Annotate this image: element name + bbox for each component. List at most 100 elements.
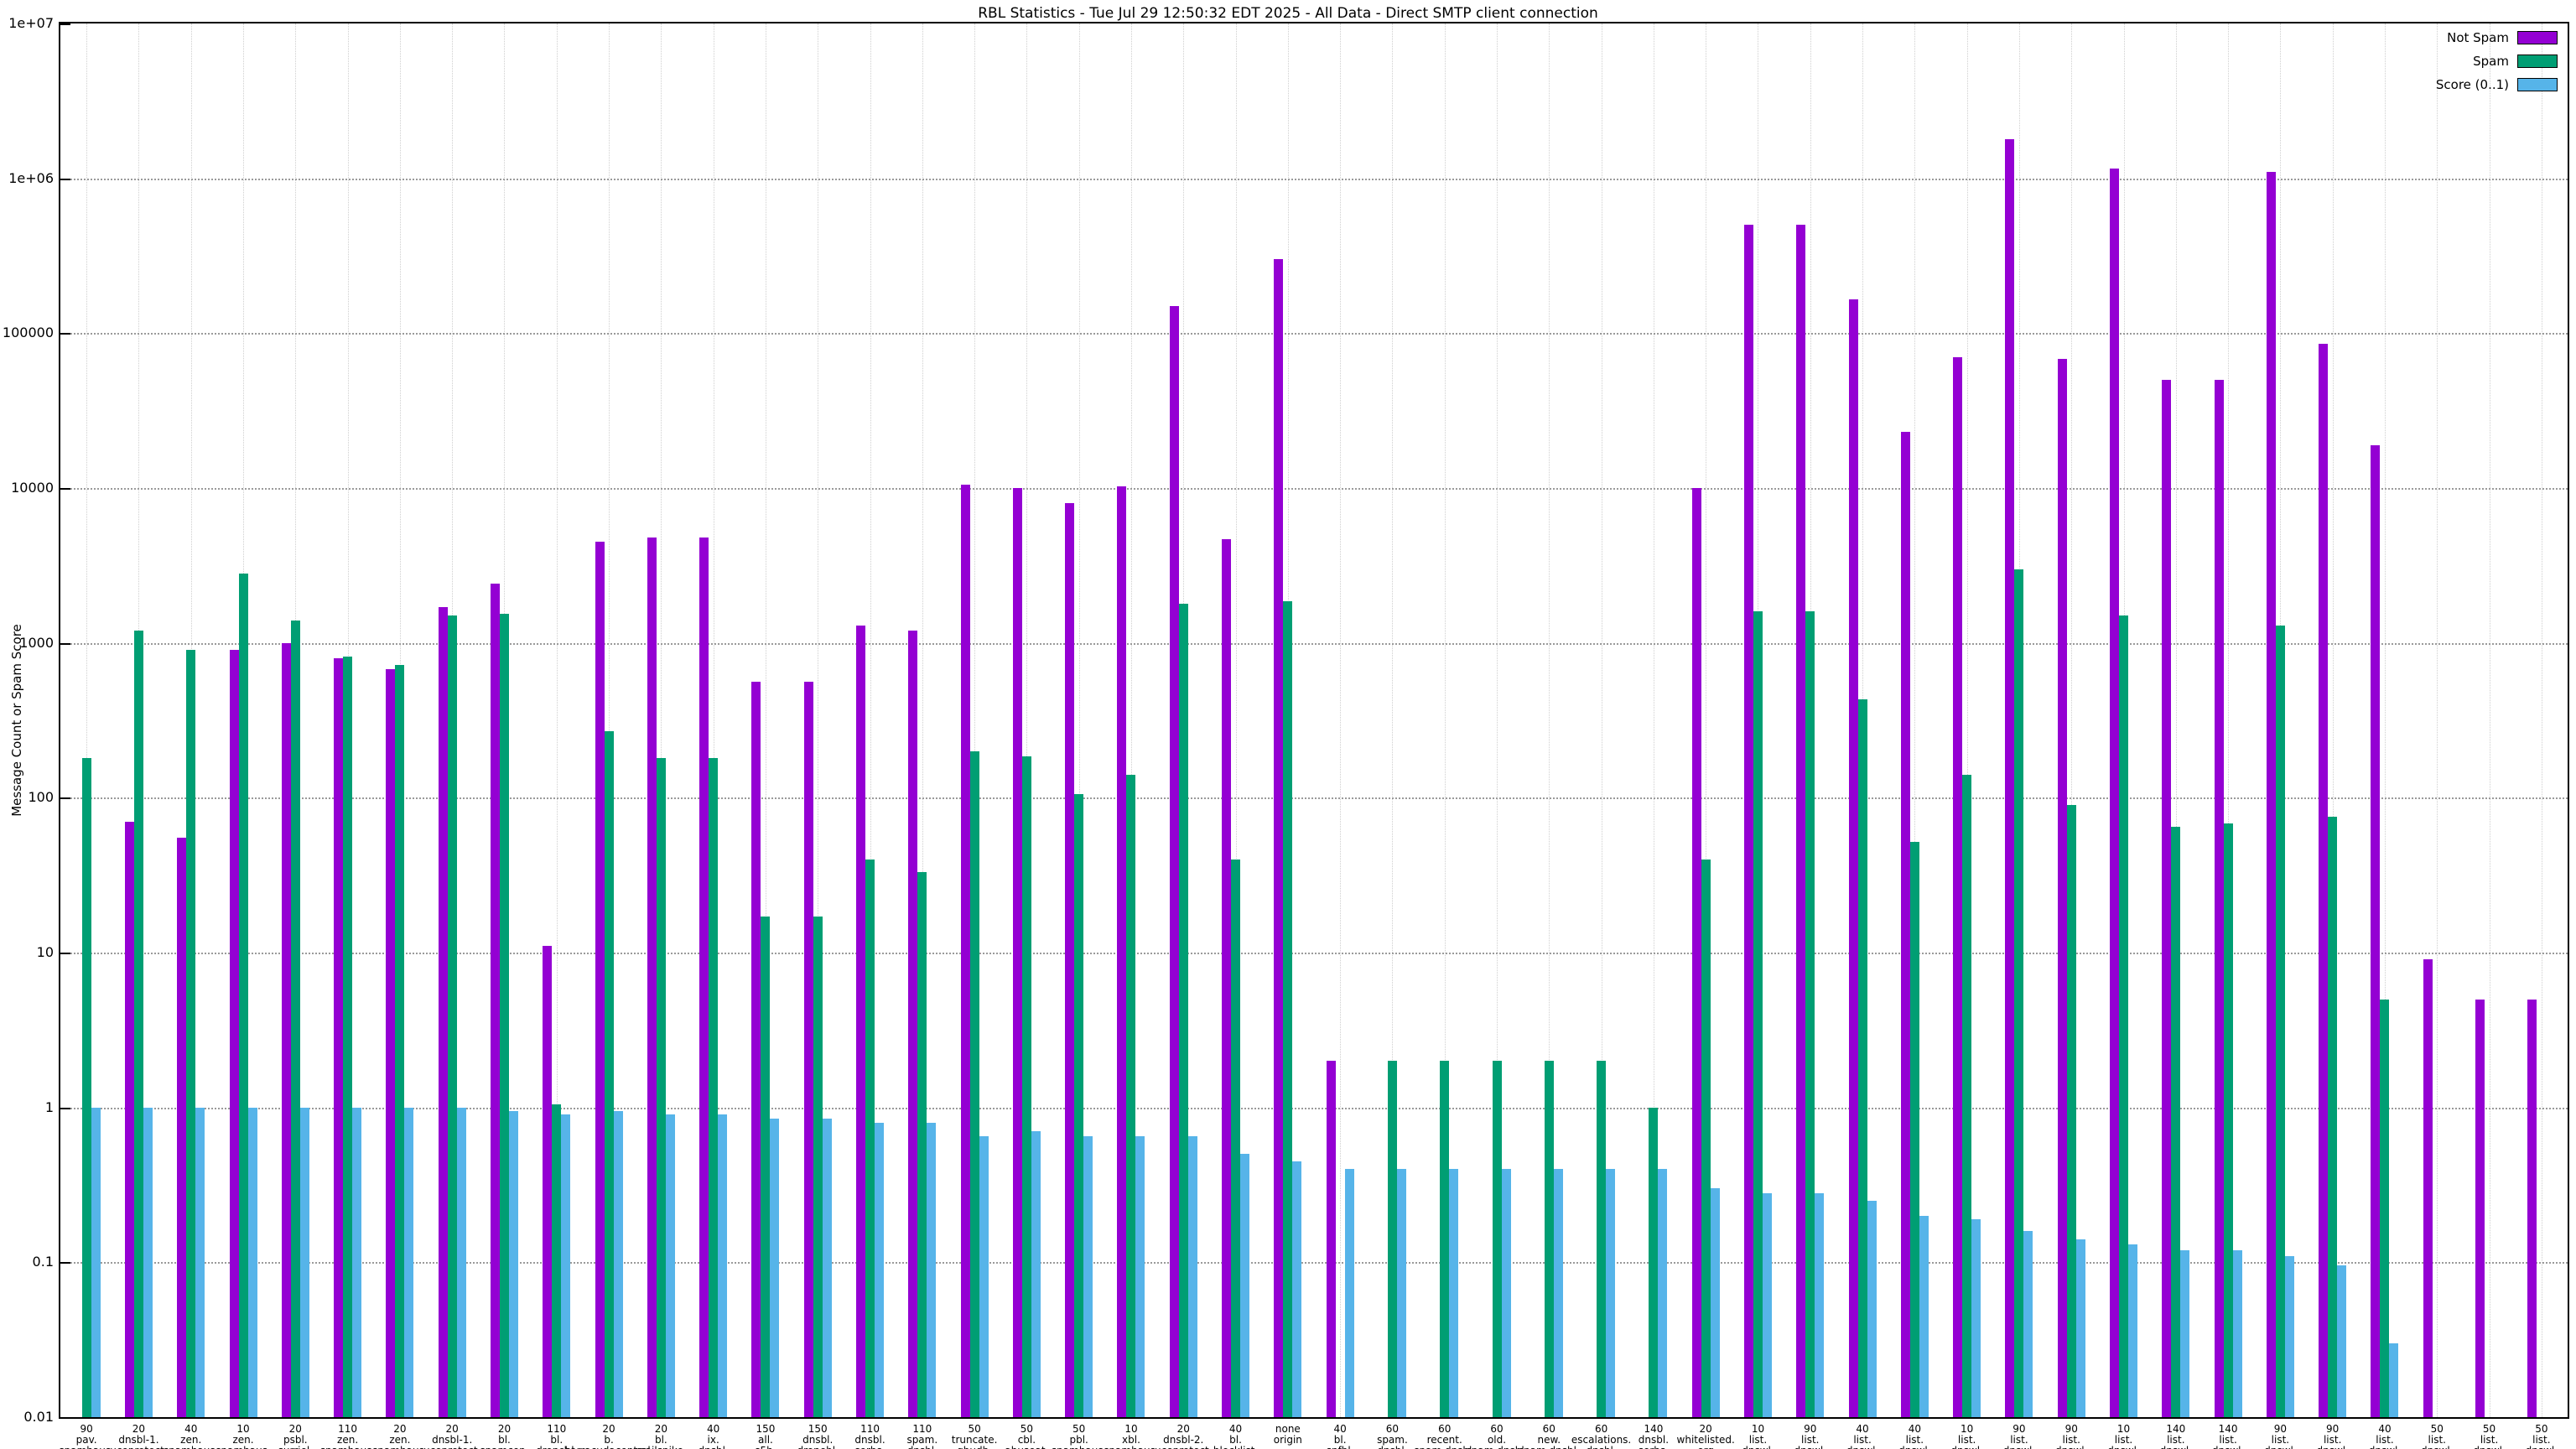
bar-not-spam: [856, 625, 866, 1417]
legend-label: Not Spam: [2447, 30, 2509, 45]
bar-score-0-1: [2232, 1249, 2242, 1417]
bar-not-spam: [1743, 225, 1753, 1417]
bar-not-spam: [2266, 172, 2276, 1417]
bar-score-0-1: [1344, 1169, 1354, 1417]
bar-spam: [447, 615, 457, 1417]
bar-not-spam: [1065, 502, 1075, 1417]
bar-spam: [343, 656, 353, 1417]
bar-spam: [1805, 610, 1815, 1417]
bar-score-0-1: [1762, 1192, 1772, 1417]
bar-spam: [238, 574, 248, 1417]
legend-item: Spam: [2473, 54, 2558, 69]
h-gridline: [60, 488, 2568, 490]
bar-not-spam: [490, 584, 500, 1417]
bar-spam: [2328, 817, 2338, 1417]
x-category-label: 20 zen. spamhaus. org origin: [372, 1423, 428, 1449]
bar-not-spam: [595, 542, 605, 1417]
bar-spam: [1126, 775, 1136, 1417]
y-tick-mark: [60, 488, 70, 490]
v-gridline: [922, 23, 923, 1417]
bar-spam: [1178, 603, 1188, 1417]
v-gridline: [1497, 23, 1498, 1417]
v-gridline: [870, 23, 871, 1417]
bar-score-0-1: [1187, 1136, 1197, 1417]
x-category-label: 40 list. dnswl. org origin: [1846, 1423, 1878, 1449]
bar-not-spam: [1900, 432, 1910, 1417]
bar-not-spam: [1953, 356, 1963, 1417]
bar-score-0-1: [770, 1118, 780, 1417]
legend-swatch: [2517, 78, 2558, 91]
bar-not-spam: [908, 631, 918, 1417]
bar-spam: [2014, 569, 2024, 1417]
bar-score-0-1: [1971, 1218, 1981, 1417]
bar-not-spam: [1848, 299, 1858, 1417]
bar-spam: [1649, 1107, 1659, 1417]
bar-score-0-1: [1606, 1169, 1616, 1417]
x-category-label: 20 bl. mailspike. net origin: [636, 1423, 687, 1449]
bar-spam: [1021, 756, 1031, 1417]
x-category-label: 60 escalations. dnsbl. sorbs.net origin: [1571, 1423, 1632, 1449]
bar-not-spam: [1326, 1061, 1336, 1417]
y-tick-label: 1e+07: [8, 15, 54, 31]
v-gridline: [1392, 23, 1394, 1417]
x-category-label: 90 list. dnswl. org origin: [2264, 1423, 2296, 1449]
x-category-label: 50 pbl. spamhaus. org origin: [1052, 1423, 1107, 1449]
legend-item: Not Spam: [2447, 30, 2558, 45]
bar-score-0-1: [247, 1107, 257, 1417]
x-category-label: 140 list. dnswl. org origin: [2160, 1423, 2192, 1449]
bar-not-spam: [1796, 225, 1806, 1417]
x-category-label: 90 list. dnswl. org origin: [2316, 1423, 2348, 1449]
bar-not-spam: [281, 642, 291, 1417]
x-category-label: 10 list. dnswl. org origin: [2107, 1423, 2139, 1449]
y-tick-mark: [60, 1262, 70, 1265]
bar-score-0-1: [91, 1107, 101, 1417]
bar-not-spam: [751, 682, 761, 1417]
h-gridline: [60, 1107, 2568, 1109]
v-gridline: [661, 23, 662, 1417]
bar-spam: [1074, 794, 1084, 1417]
y-tick-label: 10000: [11, 480, 54, 496]
bar-not-spam: [1274, 259, 1284, 1417]
bar-spam: [969, 750, 979, 1417]
bar-not-spam: [960, 485, 970, 1417]
y-tick-label: 100000: [2, 325, 54, 341]
bar-not-spam: [2319, 344, 2329, 1417]
bar-spam: [813, 917, 823, 1417]
bar-score-0-1: [508, 1110, 518, 1417]
legend-label: Score (0..1): [2435, 77, 2509, 92]
bar-score-0-1: [1240, 1154, 1250, 1417]
legend-label: Spam: [2473, 54, 2509, 69]
x-category-label: 90 list. dnswl. org origin: [2055, 1423, 2087, 1449]
v-gridline: [1078, 23, 1080, 1417]
legend: Not Spam Spam Score (0..1): [2436, 30, 2558, 92]
x-category-label: 20 bl. spamcop. net origin: [480, 1423, 528, 1449]
bar-not-spam: [229, 650, 239, 1417]
bar-score-0-1: [979, 1136, 989, 1417]
x-category-label: 60 old. spam.dnsbl. sorbs.net origin: [1467, 1423, 1528, 1449]
bar-spam: [2223, 823, 2233, 1417]
x-category-label: 50 list. dnswl. org origin: [2473, 1423, 2505, 1449]
bar-score-0-1: [404, 1107, 414, 1417]
x-category-label: 10 list. dnswl. org origin: [1950, 1423, 1982, 1449]
bar-not-spam: [803, 682, 813, 1417]
bar-spam: [133, 631, 143, 1417]
bar-spam: [656, 758, 666, 1417]
x-category-label: 20 dnsbl-1. uceprotect. net origin: [110, 1423, 167, 1449]
bar-spam: [1387, 1061, 1397, 1417]
bar-not-spam: [2475, 999, 2485, 1417]
bar-spam: [290, 620, 300, 1417]
legend-item: Score (0..1): [2436, 77, 2558, 92]
v-gridline: [2384, 23, 2386, 1417]
bar-score-0-1: [1553, 1169, 1563, 1417]
bar-spam: [2275, 625, 2285, 1417]
bar-not-spam: [699, 537, 709, 1417]
v-gridline: [1549, 23, 1550, 1417]
x-category-label: 150 dnsbl. dronebl. org origin: [797, 1423, 839, 1449]
bar-spam: [395, 665, 405, 1417]
bar-score-0-1: [2023, 1230, 2033, 1417]
x-category-label: 40 bl. blocklist. de origin: [1213, 1423, 1258, 1449]
x-category-label: 60 new. spam.dnsbl. sorbs.net origin: [1519, 1423, 1580, 1449]
bar-score-0-1: [143, 1107, 153, 1417]
bar-score-0-1: [1919, 1215, 1929, 1417]
bar-not-spam: [438, 607, 448, 1417]
